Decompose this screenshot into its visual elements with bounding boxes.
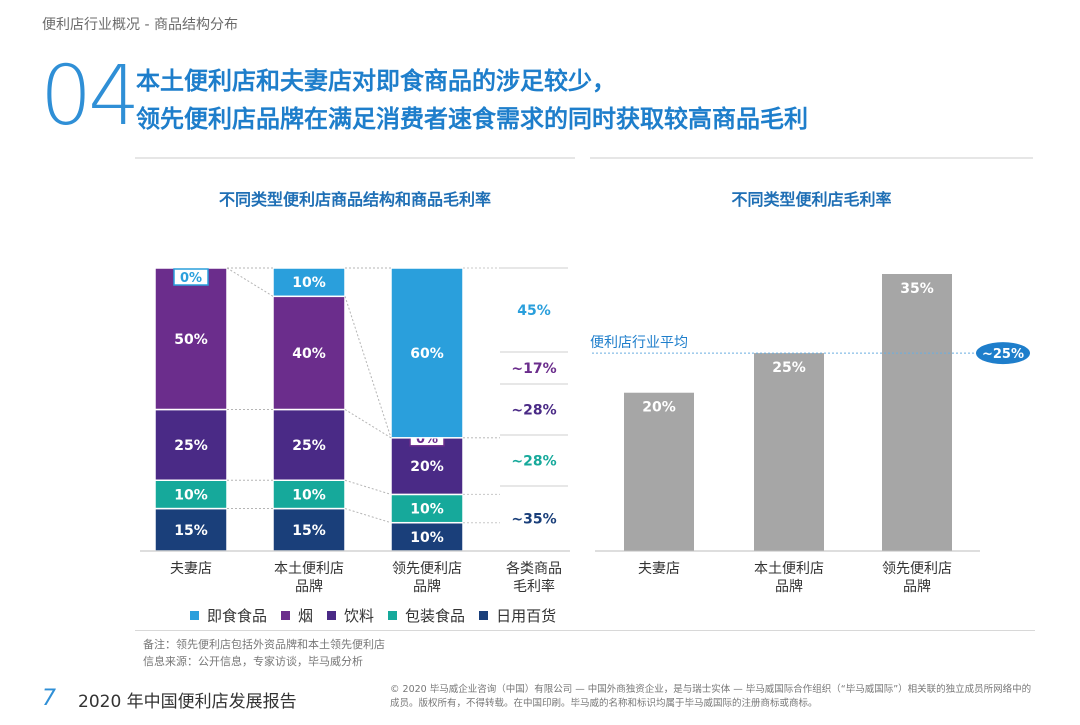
legend-item: 日用百货 — [479, 605, 556, 626]
legend-label: 饮料 — [344, 607, 375, 625]
legend-item: 即食食品 — [190, 605, 267, 626]
title-line-2: 领先便利店品牌在满足消费者速食需求的同时获取较高商品毛利 — [136, 105, 808, 133]
average-badge — [976, 342, 1030, 365]
segment-label: 25% — [292, 438, 326, 454]
connector-line — [226, 267, 274, 297]
segment-label: 50% — [174, 332, 208, 348]
stack-segment — [390, 493, 464, 524]
segment-label: 60% — [410, 346, 444, 362]
legend-swatch — [281, 611, 291, 620]
report-title: 2020 年中国便利店发展报告 — [78, 692, 297, 712]
bar — [624, 392, 694, 551]
x-tick-label: 品牌 — [413, 578, 441, 595]
legend-swatch — [190, 611, 199, 620]
stack-segment — [272, 408, 346, 481]
stack-segment — [154, 267, 228, 411]
average-label: 便利店行业平均 — [590, 335, 688, 351]
title-line-1: 本土便利店和夫妻店对即食商品的涉足较少， — [136, 67, 616, 95]
x-tick-label: 领先便利店 — [392, 561, 462, 577]
margin-label: 45% — [517, 303, 551, 319]
page-number: 7 — [42, 686, 56, 711]
stack-segment — [390, 437, 464, 496]
zero-badge — [173, 268, 209, 286]
segment-label: 0% — [180, 271, 202, 286]
legend-item: 包装食品 — [388, 605, 465, 626]
bar-label: 35% — [900, 281, 934, 297]
margin-label: ~35% — [511, 512, 556, 528]
margin-label: ~17% — [511, 361, 556, 377]
segment-label: 10% — [292, 275, 326, 291]
left-chart-title: 不同类型便利店商品结构和商品毛利率 — [218, 190, 491, 209]
segment-label: 25% — [174, 438, 208, 454]
legend-swatch — [388, 611, 398, 620]
right-chart-title: 不同类型便利店毛利率 — [731, 190, 892, 209]
legend-swatch — [479, 611, 489, 620]
segment-label: 10% — [174, 487, 208, 503]
segment-label: 40% — [292, 346, 326, 362]
x-tick-label: 品牌 — [295, 578, 323, 595]
breadcrumb: 便利店行业概况 - 商品结构分布 — [42, 17, 238, 33]
footer-divider — [135, 630, 1035, 631]
connector-line — [344, 479, 392, 495]
copyright: © 2020 毕马威企业咨询（中国）有限公司 — 中国外商独资企业，是与瑞士实体… — [390, 684, 1032, 709]
stack-segment — [272, 295, 346, 411]
stack-segment — [272, 479, 346, 510]
stack-segment — [390, 267, 464, 439]
x-tick-label: 毛利率 — [513, 578, 555, 595]
stack-segment — [272, 267, 346, 298]
segment-label: 20% — [410, 459, 444, 475]
legend-label: 日用百货 — [496, 607, 557, 625]
legend-item: 烟 — [281, 605, 313, 626]
bar-label: 20% — [642, 400, 676, 416]
legend: 即食食品 烟 饮料 包装食品 日用百货 — [190, 605, 556, 626]
connector-line — [344, 296, 392, 438]
x-tick-label: 夫妻店 — [170, 561, 212, 577]
x-tick-label: 夫妻店 — [638, 561, 680, 577]
legend-swatch — [327, 611, 337, 620]
right-divider — [590, 157, 1033, 159]
segment-label: 10% — [410, 502, 444, 518]
segment-label: 15% — [174, 523, 208, 539]
segment-label: 10% — [292, 487, 326, 503]
legend-item: 饮料 — [327, 605, 374, 626]
note-text: 备注：领先便利店包括外资品牌和本土领先便利店 — [143, 638, 385, 651]
x-tick-label: 品牌 — [903, 578, 931, 595]
source-text: 信息来源：公开信息，专家访谈，毕马威分析 — [143, 655, 363, 668]
x-tick-label: 本土便利店 — [274, 561, 344, 577]
margin-label: ~28% — [511, 403, 556, 419]
bar — [882, 274, 952, 551]
x-tick-label: 领先便利店 — [882, 561, 952, 577]
bar — [754, 353, 824, 551]
x-tick-label: 本土便利店 — [754, 561, 824, 577]
legend-label: 即食食品 — [207, 607, 268, 625]
bar-label: 25% — [772, 360, 806, 376]
connector-line — [344, 409, 392, 439]
left-divider — [135, 157, 575, 159]
page-title: 本土便利店和夫妻店对即食商品的涉足较少， 领先便利店品牌在满足消费者速食需求的同… — [136, 62, 808, 138]
stack-segment — [154, 507, 228, 552]
average-badge-label: ~25% — [982, 347, 1024, 362]
stack-segment — [272, 507, 346, 552]
legend-label: 烟 — [298, 607, 314, 625]
segment-label: 10% — [410, 530, 444, 546]
x-tick-label: 各类商品 — [506, 561, 562, 577]
notes: 备注：领先便利店包括外资品牌和本土领先便利店 信息来源：公开信息，专家访谈，毕马… — [143, 636, 385, 670]
margin-label: ~28% — [511, 454, 556, 470]
section-number: 04 — [40, 49, 140, 144]
legend-label: 包装食品 — [405, 607, 466, 625]
connector-line — [344, 508, 392, 524]
x-tick-label: 品牌 — [775, 578, 803, 595]
segment-label: 15% — [292, 523, 326, 539]
